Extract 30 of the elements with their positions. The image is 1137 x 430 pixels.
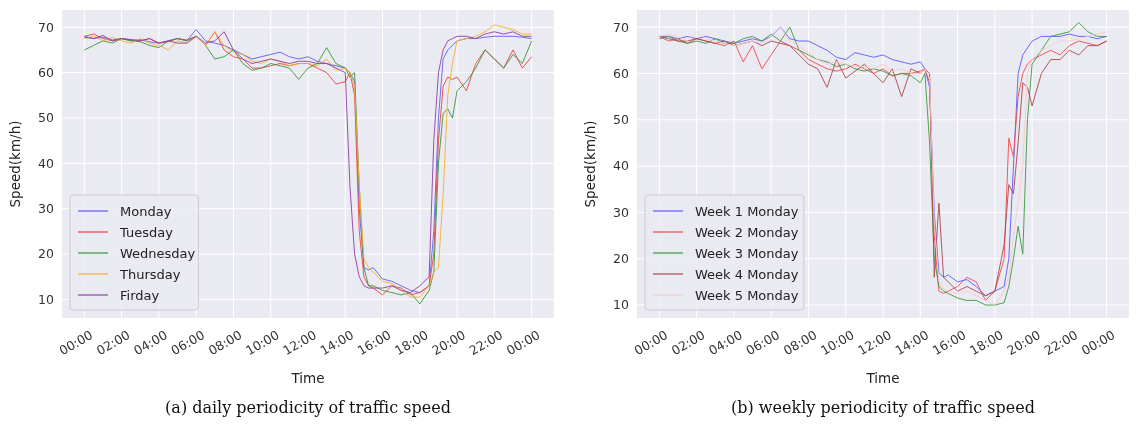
legend-label: Wednesday <box>120 245 196 261</box>
y-tick-label: 20 <box>613 251 630 267</box>
legend-label: Firday <box>120 287 160 303</box>
text: (b) weekly periodicity of traffic speed <box>731 398 1035 417</box>
y-tick-label: 10 <box>613 297 630 313</box>
legend-label: Week 5 Monday <box>695 287 799 303</box>
legend-label: Week 1 Monday <box>695 203 799 219</box>
y-tick-label: 70 <box>613 19 630 35</box>
y-tick-label: 30 <box>613 204 630 220</box>
y-tick-label: 40 <box>613 158 630 174</box>
y-tick-label: 20 <box>38 246 55 262</box>
y-tick-label: 30 <box>38 201 55 217</box>
legend-label: Week 3 Monday <box>695 245 799 261</box>
y-tick-label: 60 <box>613 65 630 81</box>
legend-label: Week 4 Monday <box>695 266 799 282</box>
x-axis-title: Time <box>290 370 325 386</box>
y-tick-label: 70 <box>38 19 55 35</box>
y-axis-title: Speed(km/h) <box>7 120 23 208</box>
x-axis-title: Time <box>865 370 900 386</box>
legend-label: Tuesday <box>119 224 174 240</box>
y-tick-label: 10 <box>38 291 55 307</box>
y-tick-label: 40 <box>38 155 55 171</box>
text: (a) daily periodicity of traffic speed <box>165 398 451 417</box>
y-tick-label: 50 <box>613 112 630 128</box>
legend-label: Thursday <box>119 266 181 282</box>
y-axis-title: Speed(km/h) <box>582 120 598 208</box>
legend-label: Week 2 Monday <box>695 224 799 240</box>
y-tick-label: 60 <box>38 64 55 80</box>
legend-label: Monday <box>120 203 172 219</box>
y-tick-label: 50 <box>38 110 55 126</box>
